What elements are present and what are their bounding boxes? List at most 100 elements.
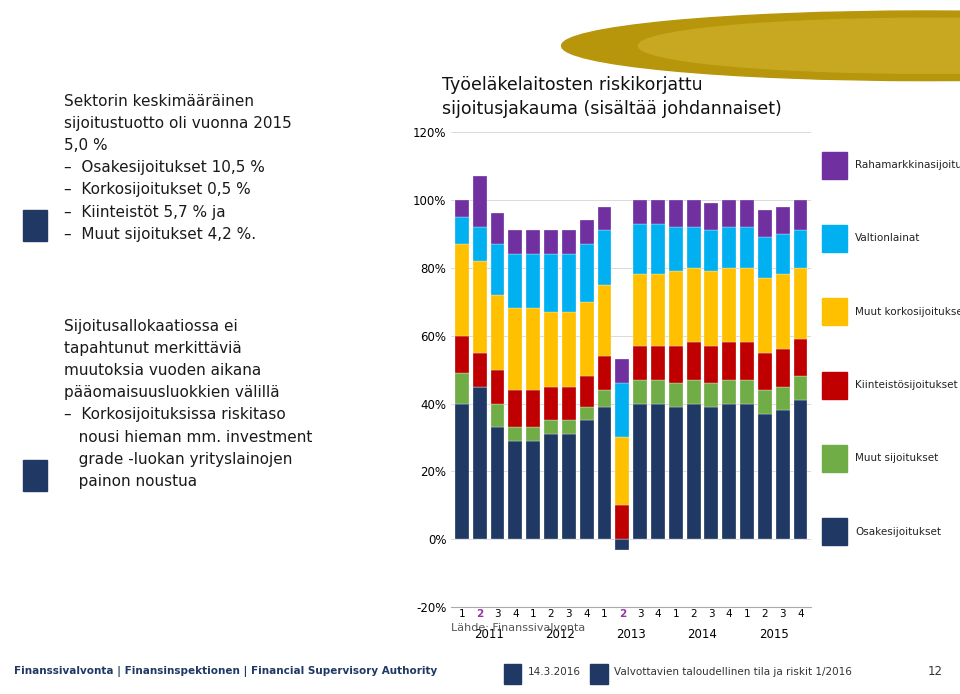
Bar xyxy=(590,663,608,684)
Bar xyxy=(634,223,647,275)
Text: 2013: 2013 xyxy=(616,627,646,641)
Bar xyxy=(686,380,701,403)
Text: Lähde: Finanssivalvonta: Lähde: Finanssivalvonta xyxy=(451,623,586,633)
Bar xyxy=(562,230,576,254)
Bar xyxy=(455,373,468,403)
Bar xyxy=(597,356,612,390)
Bar xyxy=(686,227,701,268)
Bar xyxy=(740,380,754,403)
Bar xyxy=(580,244,593,302)
Bar xyxy=(509,441,522,539)
Bar xyxy=(686,403,701,539)
Bar xyxy=(544,421,558,434)
Text: Tuottoa kertyi ensisijassa osakkeista, sijoitusjakaumat
ennallaan: Tuottoa kertyi ensisijassa osakkeista, s… xyxy=(24,20,687,67)
Text: 2014: 2014 xyxy=(687,627,717,641)
Bar xyxy=(544,434,558,539)
Bar xyxy=(686,200,701,227)
Bar xyxy=(776,387,790,410)
Text: 2011: 2011 xyxy=(473,627,504,641)
Bar xyxy=(634,200,647,223)
Bar xyxy=(705,407,718,539)
Bar xyxy=(472,353,487,387)
Bar xyxy=(472,387,487,539)
Bar xyxy=(544,312,558,387)
Bar xyxy=(562,387,576,421)
Bar xyxy=(562,421,576,434)
Bar xyxy=(615,437,629,505)
Bar xyxy=(580,421,593,539)
Bar xyxy=(472,261,487,353)
Bar xyxy=(562,312,576,387)
Bar xyxy=(455,217,468,244)
Bar xyxy=(776,234,790,275)
Bar xyxy=(544,230,558,254)
Bar xyxy=(23,460,47,491)
Text: 12: 12 xyxy=(927,666,943,678)
Bar xyxy=(669,407,683,539)
Bar xyxy=(757,353,772,390)
Bar xyxy=(491,370,505,403)
Bar xyxy=(509,390,522,428)
Bar xyxy=(776,349,790,387)
Bar xyxy=(491,295,505,369)
Bar xyxy=(526,441,540,539)
Bar xyxy=(822,445,847,472)
Bar xyxy=(740,342,754,380)
Bar xyxy=(651,346,665,380)
Text: Kiinteistösijoitukset: Kiinteistösijoitukset xyxy=(855,380,958,390)
Bar xyxy=(651,403,665,539)
Bar xyxy=(455,244,468,336)
Bar xyxy=(822,225,847,252)
Bar xyxy=(651,275,665,346)
Bar xyxy=(544,387,558,421)
Text: Sektorin keskimääräinen
sijoitustuotto oli vuonna 2015
5,0 %
–  Osakesijoitukset: Sektorin keskimääräinen sijoitustuotto o… xyxy=(63,94,291,242)
Text: Valtionlainat: Valtionlainat xyxy=(855,233,921,244)
Bar xyxy=(705,230,718,271)
Bar xyxy=(757,237,772,278)
Bar xyxy=(509,428,522,441)
Bar xyxy=(740,403,754,539)
Bar xyxy=(794,339,807,376)
Bar xyxy=(509,230,522,254)
Bar xyxy=(776,274,790,349)
Text: 2015: 2015 xyxy=(759,627,789,641)
Bar xyxy=(651,223,665,275)
Bar xyxy=(615,359,629,383)
Bar xyxy=(651,200,665,223)
Bar xyxy=(455,336,468,373)
Bar xyxy=(794,376,807,400)
Bar xyxy=(509,254,522,308)
Bar xyxy=(580,302,593,376)
Bar xyxy=(597,207,612,230)
Bar xyxy=(740,268,754,342)
Text: Rahamarkkinasijoitukset: Rahamarkkinasijoitukset xyxy=(855,160,960,170)
Bar xyxy=(822,152,847,179)
Bar xyxy=(722,268,736,342)
Bar xyxy=(509,308,522,390)
Text: Muut korkosijoitukset: Muut korkosijoitukset xyxy=(855,307,960,316)
Bar xyxy=(597,407,612,539)
Bar xyxy=(526,254,540,308)
Bar xyxy=(544,254,558,312)
Text: Työeläkelaitosten riskikorjattu
sijoitusjakauma (sisältää johdannaiset): Työeläkelaitosten riskikorjattu sijoitus… xyxy=(442,76,781,118)
Bar xyxy=(526,428,540,441)
Bar xyxy=(776,410,790,539)
Bar xyxy=(491,213,505,244)
Bar xyxy=(562,434,576,539)
Bar xyxy=(740,227,754,268)
Bar xyxy=(722,227,736,268)
Bar xyxy=(634,380,647,403)
Circle shape xyxy=(562,11,960,81)
Bar xyxy=(794,200,807,230)
Bar xyxy=(757,210,772,237)
Bar xyxy=(776,207,790,234)
Bar xyxy=(615,539,629,550)
Bar xyxy=(705,203,718,230)
Bar xyxy=(757,414,772,539)
Bar xyxy=(491,403,505,428)
Bar xyxy=(580,220,593,244)
Bar xyxy=(669,346,683,383)
Bar xyxy=(822,518,847,545)
Bar xyxy=(526,390,540,428)
Bar xyxy=(634,346,647,380)
